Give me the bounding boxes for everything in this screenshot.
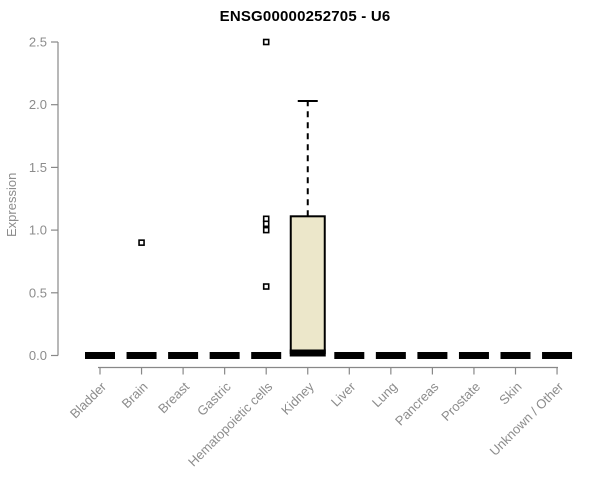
y-axis-title: Expression	[4, 172, 19, 237]
median-bar	[417, 352, 448, 359]
y-tick-label: 1.0	[29, 223, 47, 238]
y-tick-label: 2.5	[29, 35, 47, 50]
chart-title: ENSG00000252705 - U6	[219, 8, 391, 25]
x-tick-label: Gastric	[194, 379, 234, 419]
x-tick-label: Brain	[119, 379, 151, 411]
median-bar	[334, 352, 365, 359]
x-tick-label: Skin	[496, 379, 524, 407]
x-tick-label: Kidney	[278, 379, 317, 418]
outlier-point	[262, 38, 270, 46]
median-bar	[375, 352, 406, 359]
y-tick-label: 2.0	[29, 97, 47, 112]
median-bar	[458, 352, 489, 359]
outlier-point	[138, 239, 145, 246]
x-tick-label: Bladder	[67, 379, 110, 422]
boxplot-box	[289, 215, 326, 354]
y-tick-label: 1.5	[29, 160, 47, 175]
x-tick-label: Liver	[328, 379, 359, 410]
outlier-point	[262, 283, 270, 290]
median-bar	[542, 352, 573, 359]
outlier-point	[262, 226, 270, 234]
median-bar	[500, 352, 531, 359]
y-tick-label: 0.0	[29, 348, 47, 363]
median-bar	[209, 352, 240, 359]
median-bar	[251, 352, 282, 359]
x-tick-label: Breast	[155, 379, 192, 416]
median-bar	[168, 352, 199, 359]
x-tick-label: Unknown / Other	[487, 379, 567, 459]
median-bar	[85, 352, 115, 359]
x-tick-label: Prostate	[438, 379, 483, 424]
outlier-point	[262, 220, 270, 228]
x-tick-label: Lung	[369, 379, 400, 410]
median-bar	[126, 352, 157, 359]
x-tick-label: Pancreas	[392, 379, 442, 429]
median-bar	[289, 349, 326, 357]
y-tick-label: 0.5	[29, 285, 47, 300]
